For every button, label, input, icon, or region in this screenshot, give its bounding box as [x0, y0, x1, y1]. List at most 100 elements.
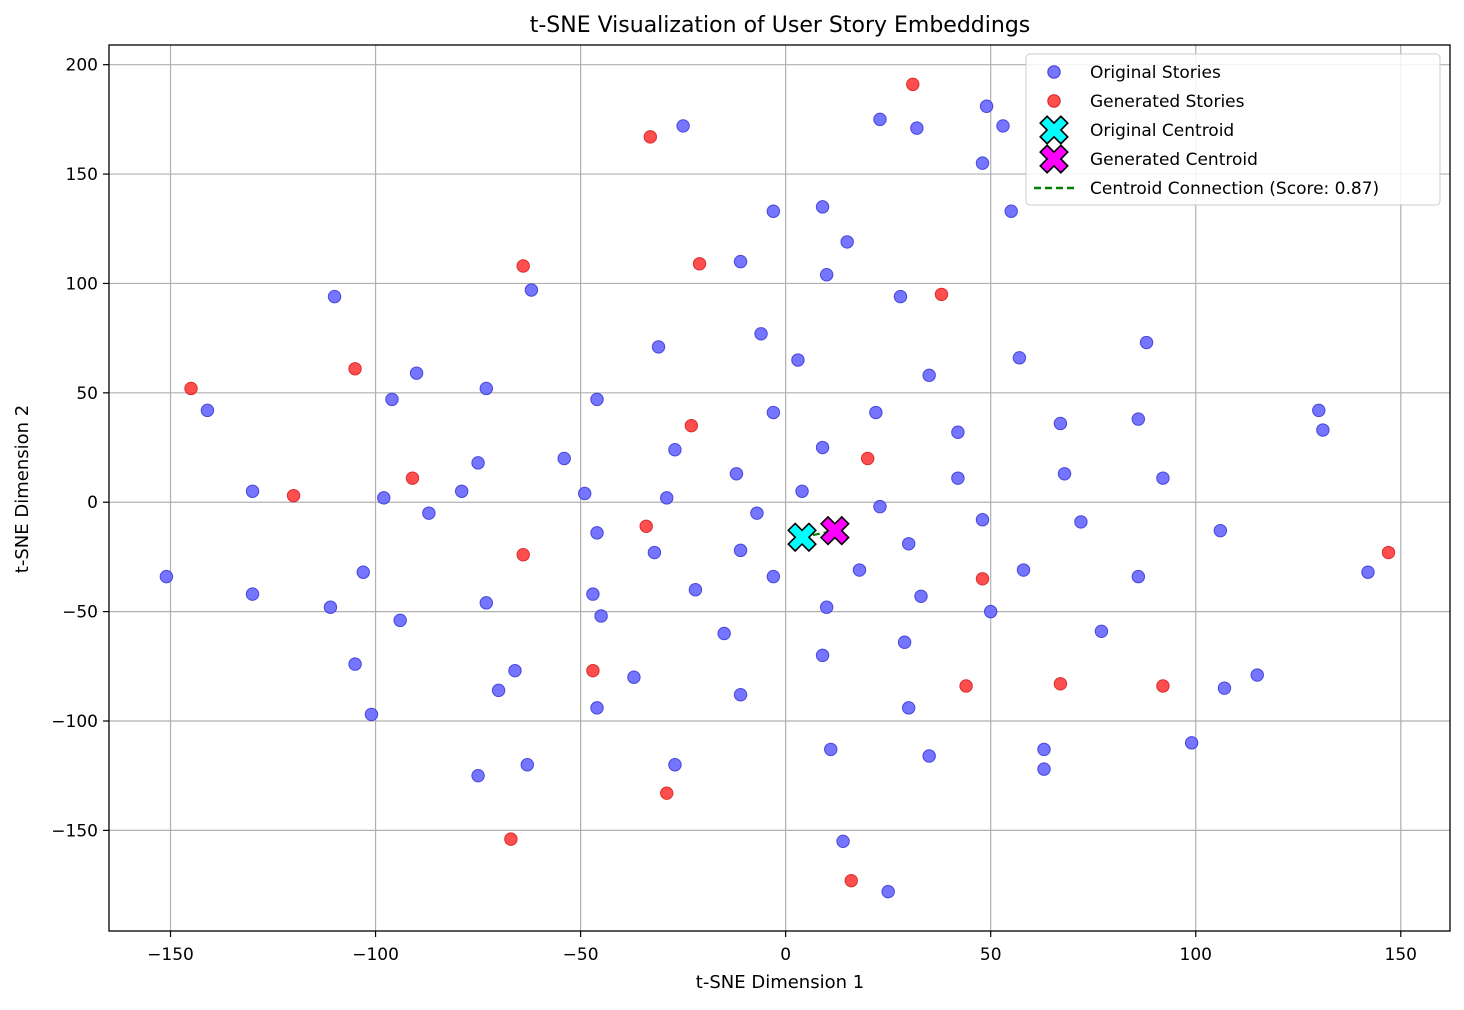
legend-label-original-stories: Original Stories: [1090, 63, 1221, 83]
original-story-point: [590, 701, 604, 715]
original-story-point: [922, 368, 936, 383]
generated-story-point: [906, 77, 920, 92]
original-story-point: [508, 663, 522, 678]
generated-story-point: [959, 679, 973, 693]
x-tick-label: −100: [352, 945, 399, 965]
original-story-point: [1316, 423, 1330, 437]
legend-label-original-centroid: Original Centroid: [1090, 121, 1234, 141]
legend-label-generated-centroid: Generated Centroid: [1090, 150, 1258, 170]
original-story-point: [1094, 624, 1109, 638]
x-tick-label: 50: [980, 945, 1002, 965]
generated-story-point: [844, 873, 858, 888]
centroid-layer: [787, 515, 850, 553]
generated-story-point: [1156, 679, 1170, 693]
original-centroid-marker: [787, 522, 817, 553]
x-tick-label: 100: [1180, 945, 1212, 965]
x-tick-label: 150: [1385, 945, 1417, 965]
original-story-point: [791, 353, 805, 367]
generated-story-point: [504, 832, 518, 846]
original-story-point: [996, 119, 1010, 133]
original-story-point: [1053, 416, 1068, 431]
original-story-point: [348, 657, 362, 671]
generated-story-point: [660, 786, 674, 800]
original-story-point: [586, 587, 600, 601]
legend-swatch-generated-centroid: [1039, 144, 1069, 174]
generated-stories-series: [184, 77, 1396, 888]
legend: Original Stories Generated Stories Origina…: [1025, 53, 1441, 206]
original-story-point: [766, 569, 781, 584]
legend-label-generated-stories: Generated Stories: [1090, 92, 1245, 112]
original-story-point: [1184, 736, 1199, 750]
original-story-point: [1074, 515, 1088, 529]
original-story-point: [245, 484, 260, 498]
original-story-point: [795, 484, 809, 498]
x-tick-label: −150: [147, 945, 194, 965]
x-tick-label: 0: [780, 945, 791, 965]
original-story-point: [910, 121, 924, 135]
original-story-point: [1057, 467, 1072, 481]
original-story-point: [766, 405, 781, 420]
original-story-point: [409, 366, 424, 380]
original-story-point: [869, 405, 883, 420]
original-story-point: [668, 443, 682, 457]
generated-story-point: [405, 471, 420, 485]
y-axis-label: t-SNE Dimension 2: [12, 405, 33, 573]
generated-story-point: [348, 362, 362, 376]
original-story-point: [590, 392, 604, 407]
original-story-point: [951, 425, 965, 439]
y-tick-label: −150: [51, 821, 98, 841]
generated-centroid-marker: [819, 515, 850, 546]
original-story-point: [647, 545, 662, 560]
original-story-point: [385, 392, 399, 407]
generated-story-point: [643, 130, 658, 144]
original-story-point: [951, 471, 965, 485]
original-story-point: [836, 834, 850, 849]
original-story-point: [815, 200, 830, 214]
original-story-point: [1037, 742, 1051, 757]
original-story-point: [1217, 681, 1232, 695]
legend-swatch-generated-stories: [1047, 94, 1061, 108]
original-story-point: [901, 537, 916, 551]
original-stories-series: [159, 99, 1375, 899]
original-story-point: [733, 254, 748, 269]
x-axis-label: t-SNE Dimension 1: [696, 972, 864, 993]
original-story-point: [651, 340, 666, 354]
original-story-point: [979, 99, 994, 113]
original-story-point: [824, 742, 838, 757]
generated-story-point: [516, 548, 530, 562]
y-tick-label: 200: [66, 56, 98, 76]
original-story-point: [914, 589, 928, 603]
original-story-point: [688, 583, 703, 597]
original-story-point: [922, 749, 936, 763]
original-story-point: [676, 119, 690, 133]
original-story-point: [750, 506, 764, 520]
y-tick-label: 0: [87, 493, 98, 513]
original-story-point: [733, 688, 748, 702]
generated-story-point: [860, 451, 875, 466]
original-story-point: [668, 758, 682, 772]
original-story-point: [729, 467, 744, 481]
original-story-point: [590, 526, 604, 540]
original-story-point: [491, 683, 506, 698]
original-story-point: [975, 156, 990, 170]
original-story-point: [1004, 204, 1018, 218]
original-story-point: [422, 506, 436, 520]
original-story-point: [975, 513, 990, 527]
original-story-point: [520, 758, 534, 772]
original-story-point: [852, 563, 867, 577]
legend-label-centroid-connection-score-0-87: Centroid Connection (Score: 0.87): [1090, 179, 1379, 199]
original-story-point: [524, 283, 539, 297]
y-tick-label: −100: [51, 712, 98, 732]
original-story-point: [893, 289, 908, 304]
original-story-point: [1131, 412, 1146, 426]
original-story-point: [159, 569, 174, 584]
original-story-point: [1016, 563, 1031, 577]
y-tick-label: −50: [62, 603, 98, 623]
original-story-point: [873, 499, 887, 514]
original-story-point: [733, 543, 748, 558]
original-story-point: [873, 112, 887, 127]
original-story-point: [840, 235, 854, 249]
legend-swatch-original-centroid: [1039, 115, 1069, 145]
